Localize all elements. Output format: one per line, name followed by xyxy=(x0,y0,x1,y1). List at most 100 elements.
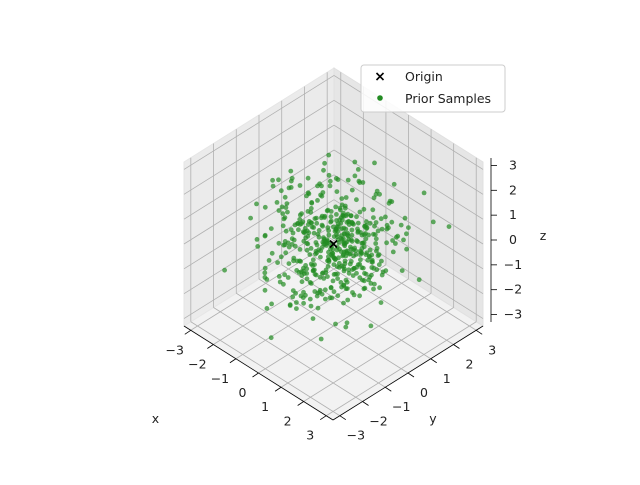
sample-point xyxy=(317,287,323,293)
sample-point xyxy=(339,196,345,202)
sample-point xyxy=(384,240,389,246)
sample-point xyxy=(430,219,436,225)
sample-point xyxy=(358,252,363,257)
origin-point xyxy=(329,239,338,249)
z-tick-label: 2 xyxy=(509,182,517,197)
origin-point-stroke xyxy=(329,239,338,249)
y-tick xyxy=(453,344,460,349)
sample-point xyxy=(304,276,310,282)
sample-point xyxy=(280,223,286,229)
sample-point xyxy=(283,228,289,234)
sample-point xyxy=(266,258,272,263)
sample-point xyxy=(338,280,344,285)
sample-point xyxy=(262,233,268,239)
sample-point xyxy=(327,178,333,184)
sample-point xyxy=(275,260,280,265)
sample-point xyxy=(349,187,355,193)
sample-point xyxy=(297,247,303,252)
sample-point xyxy=(344,320,350,326)
x-tick-label: 0 xyxy=(239,385,247,400)
sample-point xyxy=(377,191,382,197)
sample-point xyxy=(312,267,317,273)
sample-point xyxy=(323,296,328,302)
sample-point xyxy=(360,265,366,271)
sample-point xyxy=(348,237,354,243)
sample-point xyxy=(350,290,355,295)
grid-line xyxy=(183,75,335,170)
x-tick-label: 1 xyxy=(261,399,269,414)
sample-point xyxy=(348,259,354,264)
sample-point xyxy=(301,289,306,295)
sample-point xyxy=(320,223,325,229)
sample-point xyxy=(301,268,306,274)
sample-point xyxy=(322,160,327,166)
sample-point xyxy=(248,215,254,221)
sample-point xyxy=(307,280,313,285)
sample-point xyxy=(321,236,327,242)
grid-line xyxy=(258,278,409,374)
y-tick xyxy=(407,372,415,378)
sample-point xyxy=(406,225,411,231)
sample-point xyxy=(346,267,352,273)
sample-point xyxy=(318,248,324,254)
sample-point xyxy=(331,262,337,267)
sample-point xyxy=(312,289,318,294)
sample-point xyxy=(421,190,427,196)
sample-point xyxy=(342,203,348,209)
sample-point xyxy=(321,241,327,247)
sample-point xyxy=(325,258,330,264)
sample-point xyxy=(355,167,361,172)
sample-point xyxy=(292,243,298,249)
sample-point xyxy=(336,260,342,266)
sample-point xyxy=(363,236,369,242)
sample-point xyxy=(361,240,367,246)
sample-point xyxy=(307,296,313,302)
sample-point xyxy=(315,198,320,203)
sample-point xyxy=(338,249,344,255)
sample-point xyxy=(268,226,274,232)
sample-point xyxy=(372,160,377,166)
sample-point xyxy=(401,237,406,243)
sample-point xyxy=(295,221,300,227)
sample-point xyxy=(361,278,367,284)
z-tick-label: −3 xyxy=(504,307,522,322)
sample-point xyxy=(319,193,325,199)
sample-point xyxy=(352,159,358,165)
z-tick-label: 0 xyxy=(509,232,517,247)
sample-point xyxy=(359,245,365,251)
sample-point xyxy=(371,215,376,221)
sample-point xyxy=(390,238,395,243)
sample-point xyxy=(280,211,286,217)
sample-point xyxy=(338,236,344,241)
sample-point xyxy=(326,228,331,234)
y-tick-label: 3 xyxy=(488,342,496,357)
x-axis-label: x xyxy=(152,411,159,426)
grid-line xyxy=(183,124,335,220)
legend-origin-label: Origin xyxy=(405,69,443,84)
sample-point xyxy=(262,204,268,210)
sample-point xyxy=(304,193,309,199)
x-tick xyxy=(229,358,237,364)
sample-point xyxy=(383,268,389,274)
sample-point xyxy=(316,228,322,233)
y-tick-label: 1 xyxy=(443,371,451,386)
grid-line xyxy=(326,321,477,417)
sample-point xyxy=(316,234,322,240)
sample-point xyxy=(285,275,291,280)
sample-point xyxy=(305,175,311,181)
sample-point xyxy=(333,204,339,210)
sample-point xyxy=(303,235,309,241)
sample-point xyxy=(222,267,228,273)
sample-point xyxy=(319,213,325,219)
data-points xyxy=(222,152,452,342)
x-tick xyxy=(252,372,259,378)
sample-point xyxy=(348,213,354,219)
sample-point xyxy=(301,230,307,236)
y-tick-label: −3 xyxy=(347,428,365,443)
sample-point xyxy=(369,272,374,278)
tick-marks xyxy=(184,165,497,421)
y-tick xyxy=(430,358,437,364)
grid-line xyxy=(303,307,454,402)
